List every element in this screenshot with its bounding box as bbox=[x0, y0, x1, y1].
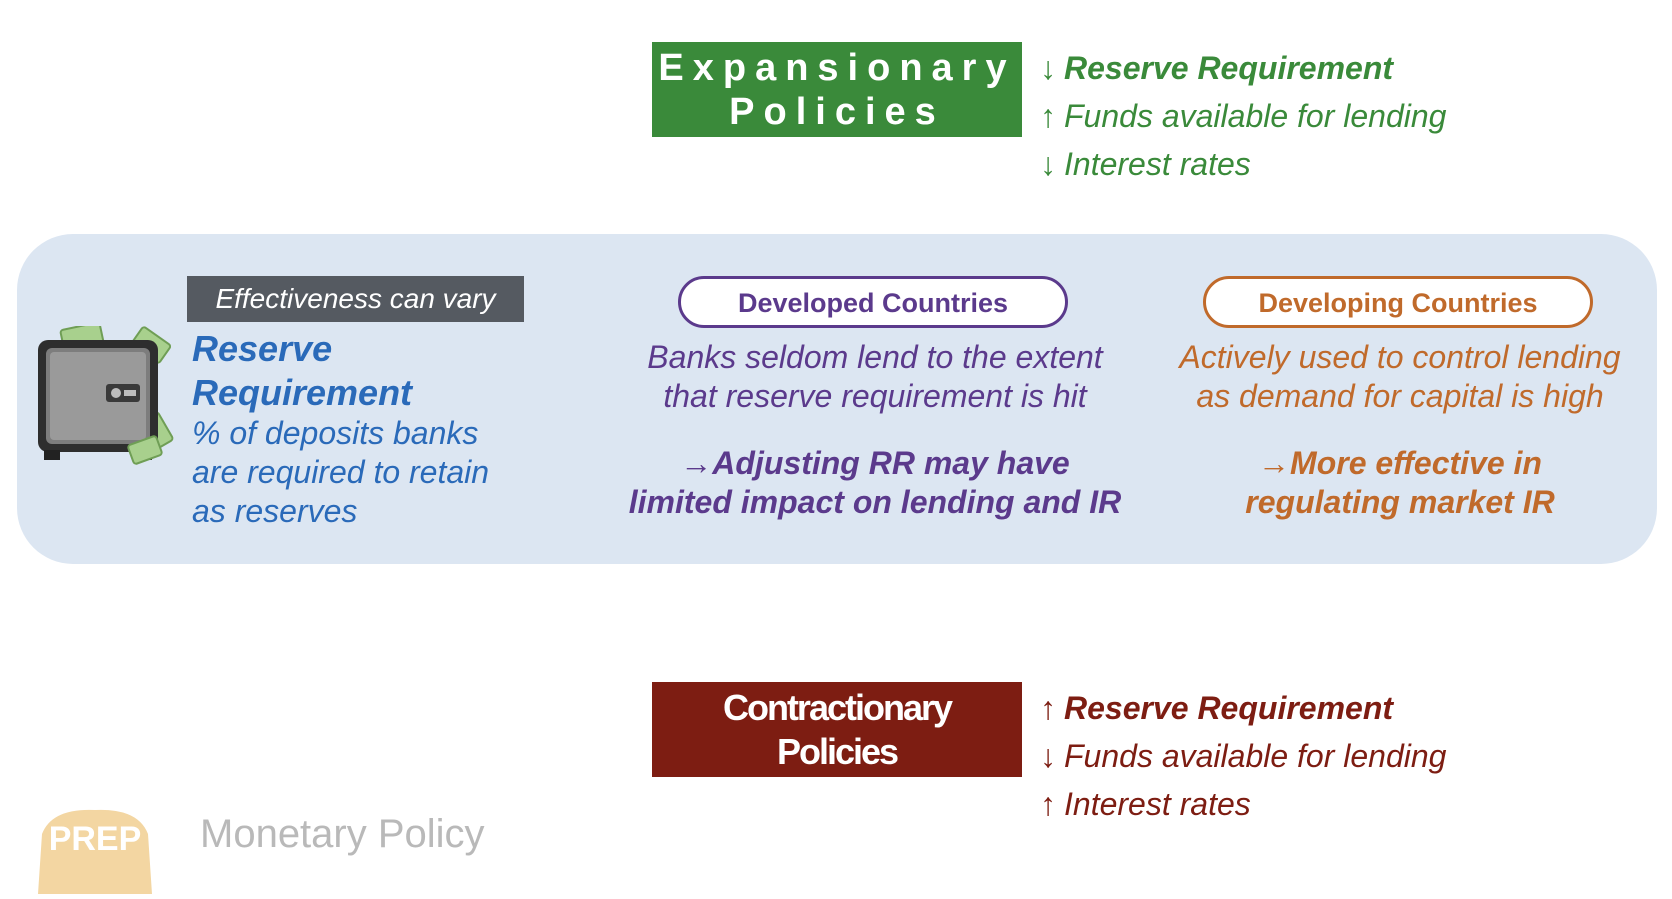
contractionary-policies-label: Contractionary Policies bbox=[652, 682, 1022, 777]
developing-countries-conclusion: →More effective in regulating market IR bbox=[1245, 445, 1555, 520]
right-arrow-icon: → bbox=[680, 445, 713, 481]
expansionary-effect-reserve: ↓ Reserve Requirement bbox=[1040, 44, 1446, 92]
safe-with-money-icon bbox=[34, 321, 176, 474]
contractionary-effect-interest: ↑ Interest rates bbox=[1040, 780, 1446, 828]
developed-countries-text: Banks seldom lend to the extent that res… bbox=[647, 339, 1103, 414]
footer-title: Monetary Policy bbox=[200, 812, 485, 856]
reserve-requirement-description: % of deposits banks are required to reta… bbox=[192, 415, 490, 529]
contractionary-effect-funds: ↓ Funds available for lending bbox=[1040, 732, 1446, 780]
expansionary-effects-list: ↓ Reserve Requirement ↑ Funds available fo… bbox=[1040, 44, 1446, 188]
up-arrow-icon: ↑ bbox=[1040, 786, 1056, 822]
expansionary-effect-funds: ↑ Funds available for lending bbox=[1040, 92, 1446, 140]
svg-text:PREP: PREP bbox=[49, 820, 142, 858]
expansionary-title-line1: Expansionary bbox=[658, 46, 1016, 89]
developing-countries-text: Actively used to control lending as dema… bbox=[1179, 339, 1621, 414]
contractionary-effect-reserve: ↑ Reserve Requirement bbox=[1040, 684, 1446, 732]
contractionary-effects-list: ↑ Reserve Requirement ↓ Funds available fo… bbox=[1040, 684, 1446, 828]
developed-countries-heading: Developed Countries bbox=[678, 276, 1068, 328]
reserve-requirement-title: Reserve Requirement bbox=[192, 328, 413, 413]
contractionary-title-line1: Contractionary bbox=[722, 686, 953, 728]
up-arrow-icon: ↑ bbox=[1040, 690, 1056, 726]
expansionary-title-line2: Policies bbox=[729, 90, 945, 133]
up-arrow-icon: ↑ bbox=[1040, 98, 1056, 134]
down-arrow-icon: ↓ bbox=[1040, 50, 1056, 86]
contractionary-title-line2: Policies bbox=[776, 730, 899, 772]
developing-countries-heading: Developing Countries bbox=[1203, 276, 1593, 328]
prep-logo: PREP bbox=[32, 804, 158, 894]
expansionary-effect-interest: ↓ Interest rates bbox=[1040, 140, 1446, 188]
developed-countries-conclusion: →Adjusting RR may have limited impact on… bbox=[628, 445, 1122, 520]
down-arrow-icon: ↓ bbox=[1040, 738, 1056, 774]
expansionary-policies-label: Expansionary Policies bbox=[652, 42, 1022, 137]
down-arrow-icon: ↓ bbox=[1040, 146, 1056, 182]
right-arrow-icon: → bbox=[1258, 445, 1291, 481]
effectiveness-tag: Effectiveness can vary bbox=[187, 276, 524, 322]
